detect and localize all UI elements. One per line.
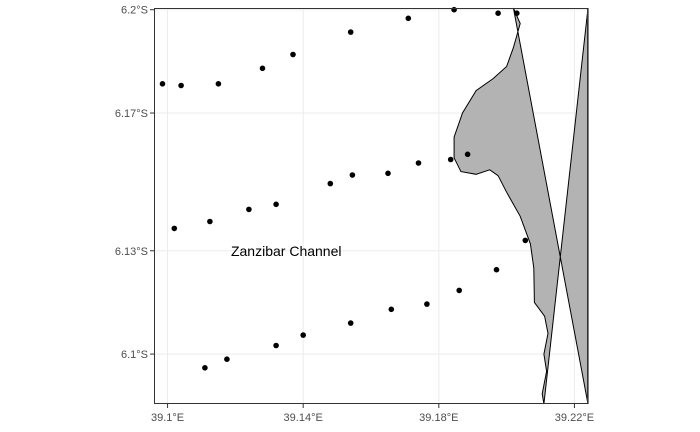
sample-point	[493, 266, 500, 273]
y-tick-label: 6.13°S	[115, 246, 148, 258]
sample-point	[273, 342, 279, 349]
sample-point	[347, 320, 354, 326]
sample-point	[424, 301, 430, 307]
sample-point	[415, 160, 422, 166]
sample-point	[171, 225, 178, 232]
y-tick-label: 6.17°S	[115, 108, 148, 120]
sample-point	[273, 201, 279, 208]
sample-point	[349, 172, 356, 178]
sample-point	[405, 15, 412, 22]
sample-point	[207, 218, 213, 225]
y-tick-label: 6.1°S	[121, 349, 148, 361]
x-axis: 39.1°E 39.14°E 39.18°E 39.22°E	[151, 404, 594, 424]
sample-point	[347, 29, 354, 35]
map-panel: Zanzibar Channel	[154, 6, 589, 405]
sample-point	[495, 10, 501, 16]
sample-points	[159, 6, 529, 371]
panel-border	[154, 8, 588, 404]
x-tick-label: 39.14°E	[284, 412, 323, 424]
sample-point	[290, 51, 296, 58]
sample-point	[327, 180, 334, 187]
sample-point	[246, 206, 252, 213]
x-tick-label: 39.18°E	[419, 412, 458, 424]
sample-point	[215, 81, 222, 87]
sample-point	[451, 6, 457, 13]
channel-label: Zanzibar Channel	[231, 243, 342, 259]
sample-point	[447, 156, 454, 163]
sample-point	[385, 170, 391, 177]
sample-point	[300, 332, 307, 338]
y-axis: 6.1°S 6.13°S 6.17°S 6.2°S	[115, 5, 154, 361]
sample-point	[259, 65, 266, 72]
sample-point	[522, 237, 529, 244]
x-tick-label: 39.22°E	[555, 412, 594, 424]
y-tick-label: 6.2°S	[121, 5, 148, 17]
sample-point	[224, 356, 230, 363]
sample-point	[159, 81, 166, 87]
sample-point	[456, 287, 463, 294]
sample-point	[514, 10, 520, 16]
sample-point	[388, 306, 395, 313]
sample-point	[202, 365, 208, 371]
coastline-landmass	[453, 7, 589, 405]
sample-point	[464, 151, 471, 158]
x-tick-label: 39.1°E	[151, 412, 184, 424]
sample-point	[178, 82, 184, 89]
